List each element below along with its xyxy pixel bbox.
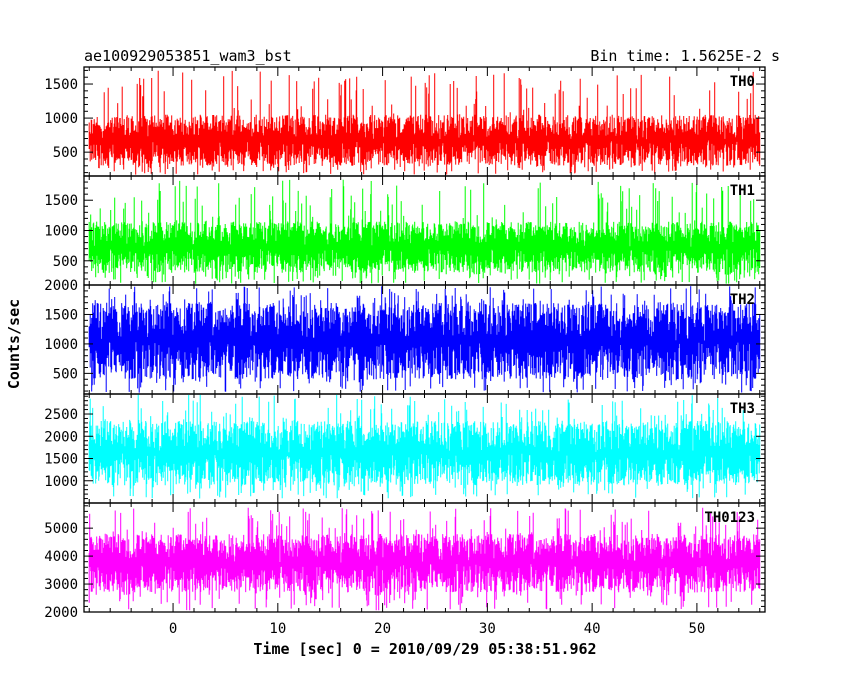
y-tick-label: 1000 xyxy=(44,224,78,240)
panel-th3: 1000 1500 2000 2500 TH3 xyxy=(44,393,766,504)
chart-title: ae100929053851_wam3_bst xyxy=(84,47,292,65)
x-tick-label: 0 xyxy=(169,621,177,637)
series-th3 xyxy=(88,394,761,499)
y-tick-label: 1000 xyxy=(44,111,78,127)
panel-th2: 500 1000 1500 2000 TH2 xyxy=(44,278,766,395)
y-tick-label: 4000 xyxy=(44,549,78,565)
y-tick-label: 1500 xyxy=(44,77,78,93)
y-tick-label: 1500 xyxy=(44,307,78,323)
panel-th0: 500 1000 1500 TH0 xyxy=(44,66,766,177)
bin-time-label: Bin time: 1.5625E-2 s xyxy=(590,47,780,65)
y-tick-label: 1500 xyxy=(44,452,78,468)
series-th0123 xyxy=(88,507,761,611)
panel-label: TH0 xyxy=(730,74,755,90)
series-th2 xyxy=(88,286,761,393)
y-tick-label: 1500 xyxy=(44,193,78,209)
panel-th0123: 2000 3000 4000 5000 TH0123 xyxy=(44,502,766,621)
panel-label: TH0123 xyxy=(704,510,755,526)
panel-th1: 500 1000 1500 TH1 xyxy=(44,175,766,286)
y-tick-label: 5000 xyxy=(44,521,78,537)
y-tick-label: 2000 xyxy=(44,429,78,445)
y-axis-label: Counts/sec xyxy=(5,299,23,389)
y-tick-label: 500 xyxy=(53,366,78,382)
y-tick-label: 500 xyxy=(53,254,78,270)
y-tick-label: 2000 xyxy=(44,278,78,294)
x-tick-label: 50 xyxy=(688,621,705,637)
series-th0 xyxy=(88,70,761,175)
panel-label: TH3 xyxy=(730,401,755,417)
y-tick-label: 3000 xyxy=(44,577,78,593)
y-tick-label: 2500 xyxy=(44,407,78,423)
y-tick-label: 2000 xyxy=(44,605,78,621)
y-tick-label: 500 xyxy=(53,145,78,161)
x-tick-label: 10 xyxy=(269,621,286,637)
x-tick-label: 20 xyxy=(374,621,391,637)
panel-label: TH2 xyxy=(730,292,755,308)
x-tick-label: 40 xyxy=(584,621,601,637)
y-tick-label: 1000 xyxy=(44,337,78,353)
panel-label: TH1 xyxy=(730,183,755,199)
series-th1 xyxy=(88,179,761,284)
x-tick-label: 30 xyxy=(479,621,496,637)
y-tick-label: 1000 xyxy=(44,474,78,490)
x-axis-label: Time [sec] 0 = 2010/09/29 05:38:51.962 xyxy=(253,640,596,658)
